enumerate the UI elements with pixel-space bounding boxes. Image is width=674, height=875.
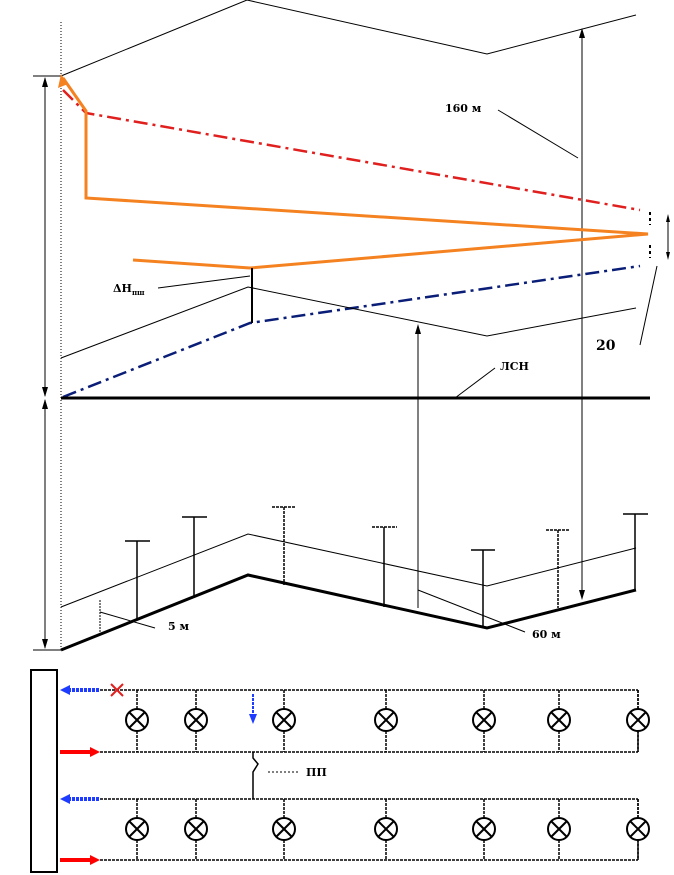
- static-line-upper: [60, 286, 637, 359]
- terrain-line: [60, 573, 637, 652]
- label-160: 160 м: [445, 102, 482, 115]
- consumer-1-4: [374, 690, 398, 752]
- left-dim-arrow-bottom-upper: [42, 387, 48, 397]
- leader-160: [497, 109, 579, 159]
- building-stands: [125, 506, 648, 626]
- consumer-1-3: [272, 690, 296, 752]
- return-pressure-line: [62, 264, 641, 399]
- consumer-1-1: [125, 690, 149, 752]
- consumer-1-5: [472, 690, 496, 752]
- label-dh-sub: пш: [132, 288, 145, 297]
- building-height-line: [60, 533, 637, 608]
- label-60: 60 м: [532, 628, 561, 641]
- right-small-dim-arrow-bottom: [666, 252, 670, 260]
- orange-arrow-head: [58, 74, 68, 88]
- consumer-2-1: [125, 799, 149, 860]
- consumers-row-2: [125, 799, 650, 860]
- label-pp: ПП: [306, 766, 327, 779]
- left-dim-arrow-top-upper: [42, 77, 48, 87]
- lsn-leader: [454, 367, 496, 399]
- label-5: 5 м: [168, 620, 189, 633]
- label-dh: ΔHпш: [113, 282, 145, 297]
- consumer-1-2: [184, 690, 208, 752]
- left-dim-arrow-bottom-lower: [42, 639, 48, 649]
- consumer-2-4: [374, 799, 398, 860]
- consumer-2-3: [272, 799, 296, 860]
- pipe-lines: [100, 689, 639, 861]
- label-20: 20: [596, 338, 616, 354]
- leader-5: [99, 611, 156, 629]
- label-lsn: ЛСН: [500, 360, 529, 373]
- consumer-2-7: [626, 799, 650, 860]
- dh-leader: [157, 275, 251, 289]
- label-dh-main: ΔH: [113, 282, 132, 295]
- consumer-1-6: [547, 690, 571, 752]
- leader-20: [639, 265, 658, 346]
- network-pressure-line: [61, 77, 649, 270]
- consumer-2-5: [472, 799, 496, 860]
- arrow-blue-2-head: [60, 794, 70, 804]
- right-small-dim-arrow-top: [666, 214, 670, 222]
- dim-arrow-mid-top: [415, 324, 421, 334]
- arrow-blue-1-head: [60, 685, 70, 695]
- supply-pressure-line: [62, 89, 641, 212]
- dim-arrow-top-160: [579, 28, 585, 38]
- consumer-2-2: [184, 799, 208, 860]
- consumer-2-6: [547, 799, 571, 860]
- flow-arrows: [60, 685, 100, 865]
- top-thin-line: [60, 0, 637, 77]
- leader-60: [417, 589, 526, 633]
- arrow-red-1-head: [90, 747, 100, 757]
- left-dim-arrow-top-lower: [42, 399, 48, 409]
- heat-source-block: [30, 669, 58, 873]
- pp-blue-arrow-head: [249, 714, 257, 724]
- pp-jumper: [252, 752, 259, 799]
- consumer-1-7: [626, 690, 650, 752]
- consumers-row-1: [125, 690, 650, 752]
- closed-valve-icon: [110, 683, 124, 697]
- arrow-red-2-head: [90, 855, 100, 865]
- dim-arrow-bottom-160: [579, 590, 585, 600]
